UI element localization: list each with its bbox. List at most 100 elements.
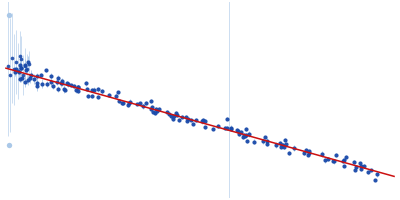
Point xyxy=(8,56,15,60)
Point xyxy=(113,94,119,97)
Point xyxy=(34,75,40,78)
Point xyxy=(282,138,288,142)
Point xyxy=(106,94,112,97)
Point xyxy=(340,164,347,167)
Point xyxy=(38,74,44,77)
Point xyxy=(173,112,179,115)
Point xyxy=(333,154,339,157)
Point xyxy=(171,115,177,118)
Point xyxy=(18,58,25,61)
Point xyxy=(243,127,250,130)
Point xyxy=(20,73,27,77)
Point xyxy=(306,151,312,155)
Point xyxy=(199,120,206,123)
Point xyxy=(5,65,11,68)
Point xyxy=(119,102,125,105)
Point xyxy=(238,130,244,133)
Point xyxy=(264,142,270,146)
Point xyxy=(140,105,146,108)
Point xyxy=(84,87,90,91)
Point xyxy=(27,77,34,80)
Point xyxy=(164,110,170,113)
Point xyxy=(25,78,32,82)
Point xyxy=(215,124,222,128)
Point xyxy=(240,135,246,138)
Point xyxy=(303,148,310,151)
Point xyxy=(95,95,102,99)
Point xyxy=(179,115,185,118)
Point xyxy=(193,119,199,122)
Point xyxy=(148,100,155,103)
Point xyxy=(85,94,92,97)
Point xyxy=(280,144,286,147)
Point xyxy=(25,60,31,63)
Point xyxy=(7,73,13,77)
Point xyxy=(222,126,229,130)
Point xyxy=(184,120,190,123)
Point xyxy=(228,126,235,129)
Point xyxy=(279,143,285,146)
Point xyxy=(43,69,49,72)
Point xyxy=(277,141,284,144)
Point xyxy=(91,88,97,91)
Point xyxy=(342,155,349,159)
Point xyxy=(143,102,149,105)
Point xyxy=(365,170,372,173)
Point xyxy=(154,109,160,113)
Point xyxy=(368,168,374,172)
Point xyxy=(156,107,162,110)
Point xyxy=(331,160,337,163)
Point xyxy=(126,101,132,104)
Point xyxy=(28,73,35,76)
Point xyxy=(170,117,176,121)
Point xyxy=(182,116,189,119)
Point xyxy=(166,112,172,115)
Point xyxy=(14,69,21,73)
Point xyxy=(82,82,89,85)
Point xyxy=(44,83,50,86)
Point xyxy=(148,105,155,109)
Point xyxy=(22,80,28,83)
Point xyxy=(264,139,270,142)
Point xyxy=(62,88,68,91)
Point xyxy=(59,79,65,82)
Point xyxy=(167,115,174,118)
Point xyxy=(356,162,363,165)
Point xyxy=(251,140,257,143)
Point xyxy=(16,55,23,58)
Point xyxy=(26,63,32,66)
Point xyxy=(374,173,380,176)
Point xyxy=(228,128,234,131)
Point xyxy=(39,82,45,85)
Point xyxy=(34,81,41,85)
Point xyxy=(352,168,358,171)
Point xyxy=(351,161,358,164)
Point xyxy=(372,178,378,182)
Point xyxy=(22,65,28,68)
Point xyxy=(319,152,326,156)
Point xyxy=(134,102,140,106)
Point xyxy=(300,151,307,155)
Point xyxy=(73,89,79,92)
Point xyxy=(116,99,122,102)
Point xyxy=(340,158,347,161)
Point xyxy=(152,111,158,114)
Point xyxy=(223,127,230,130)
Point xyxy=(235,129,241,133)
Point xyxy=(148,108,154,111)
Point xyxy=(6,143,12,146)
Point xyxy=(321,159,328,162)
Point xyxy=(16,64,23,67)
Point xyxy=(19,76,25,79)
Point xyxy=(185,117,191,120)
Point xyxy=(325,157,331,160)
Point xyxy=(306,150,312,153)
Point xyxy=(244,139,250,142)
Point xyxy=(75,86,81,89)
Point xyxy=(241,134,247,137)
Point xyxy=(360,164,367,167)
Point xyxy=(65,83,71,86)
Point xyxy=(115,91,122,94)
Point xyxy=(88,88,95,91)
Point xyxy=(224,117,230,121)
